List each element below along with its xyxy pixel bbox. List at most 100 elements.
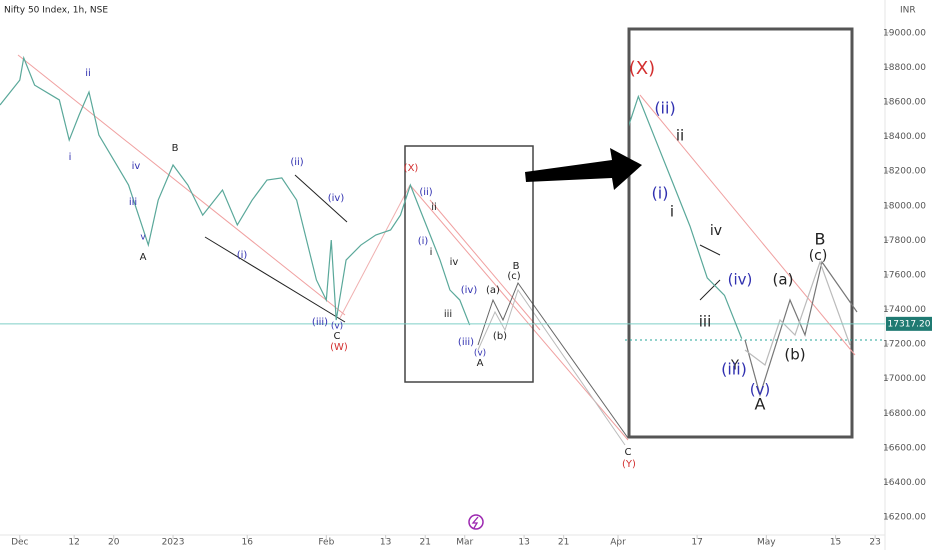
wave-label: A	[755, 395, 766, 414]
wave-label: iii	[699, 313, 712, 331]
wave-label: i	[69, 152, 72, 163]
channel-line	[17, 54, 346, 316]
y-tick-label: 18200.00	[883, 167, 926, 177]
wave-label: C	[334, 331, 341, 342]
wave-label: ii	[676, 127, 684, 145]
y-tick-label: 16800.00	[883, 409, 926, 419]
wave-label: (v)	[474, 349, 486, 359]
wave-label: (iii)	[721, 360, 747, 379]
wave-label: (iii)	[458, 337, 474, 348]
wave-label: iii	[444, 309, 452, 320]
wave-label: B	[815, 230, 826, 249]
unit-label: INR	[900, 6, 916, 16]
wave-label: C	[625, 447, 632, 458]
logo-icon	[468, 514, 484, 530]
x-tick-label: Apr	[610, 538, 626, 548]
trend-line	[204, 236, 346, 323]
wave-label: (c)	[507, 271, 520, 282]
wave-label: v	[140, 233, 146, 243]
trend-line	[294, 174, 348, 223]
inset-clip-group	[0, 0, 742, 339]
wave-label: (i)	[237, 250, 248, 261]
wave-label: A	[140, 252, 147, 263]
wave-label: iv	[710, 223, 722, 239]
price-line	[0, 0, 742, 339]
channel-line	[639, 94, 856, 356]
wave-label: B	[172, 143, 179, 154]
wave-label: B	[513, 261, 520, 272]
price-line	[0, 55, 471, 326]
zoom-box	[404, 145, 534, 383]
wave-label: (iv)	[328, 193, 345, 204]
y-tick-label: 16200.00	[883, 513, 926, 523]
wave-label: i	[430, 247, 433, 258]
wave-label: (a)	[773, 271, 794, 289]
wave-label: (X)	[404, 163, 419, 174]
x-tick-label: 17	[691, 538, 702, 548]
y-tick-label: 17000.00	[883, 374, 926, 384]
y-tick-label: 17400.00	[883, 305, 926, 315]
wave-label: (W)	[330, 342, 348, 353]
trend-line	[699, 279, 721, 301]
y-tick-label: 16400.00	[883, 478, 926, 488]
y-tick-label: 18000.00	[883, 201, 926, 211]
y-tick-label: 18400.00	[883, 132, 926, 142]
wave-label: (iii)	[312, 317, 328, 328]
trend-line	[699, 244, 721, 256]
projection-zigzag	[477, 288, 626, 446]
y-tick-label: 17600.00	[883, 270, 926, 280]
y-tick-label: 19000.00	[883, 28, 926, 38]
projection-zigzag	[744, 260, 858, 398]
x-tick-label: 2023	[162, 538, 185, 548]
wave-label: (i)	[418, 236, 429, 247]
logo-bolt	[471, 516, 479, 529]
inset-box	[627, 27, 854, 439]
y-tick-label: 18600.00	[883, 98, 926, 108]
wave-label: (ii)	[419, 187, 432, 198]
last-price-label: 17317.20	[888, 319, 931, 329]
wave-label: (X)	[629, 58, 655, 79]
x-tick-label: May	[757, 538, 776, 548]
wave-label: (v)	[331, 322, 343, 332]
wave-label: (iv)	[461, 285, 478, 296]
channel-line	[429, 199, 541, 331]
wave-label: (Y)	[622, 459, 636, 470]
inset	[0, 0, 742, 339]
projection-zigzag	[477, 281, 629, 439]
wave-label: iii	[129, 197, 137, 208]
wave-label: iv	[132, 161, 141, 172]
x-tick-label: 20	[108, 538, 120, 548]
wave-label: (b)	[784, 346, 805, 364]
wave-label: (i)	[652, 184, 669, 203]
wave-label: (ii)	[290, 157, 303, 168]
wave-label: (c)	[809, 248, 828, 264]
y-tick-label: 18800.00	[883, 63, 926, 73]
wave-label: ii	[431, 202, 437, 213]
x-tick-label: Feb	[318, 538, 334, 548]
x-tick-label: 21	[419, 538, 430, 548]
wave-label: i	[670, 203, 674, 221]
wave-label: ii	[85, 68, 91, 79]
wave-label: (ii)	[654, 99, 675, 118]
wave-label: (a)	[486, 285, 500, 296]
wave-label: (iv)	[728, 271, 753, 289]
projection-zigzag	[744, 260, 851, 366]
x-tick-label: 23	[869, 538, 880, 548]
last-price-box	[886, 316, 932, 331]
y-tick-label: 17800.00	[883, 236, 926, 246]
channel-line	[339, 184, 411, 319]
main-layer	[0, 32, 889, 539]
wave-label: iv	[450, 257, 459, 268]
wave-label: Y	[730, 359, 739, 374]
chart-title: Nifty 50 Index, 1h, NSE	[4, 6, 108, 16]
x-tick-label: Dec	[11, 538, 28, 548]
drawings	[17, 27, 885, 530]
x-tick-label: 15	[830, 538, 841, 548]
y-tick-label: 17200.00	[883, 340, 926, 350]
labels: 19000.00 18800.00 18600.00 18400.00 18200.00…	[11, 28, 932, 548]
x-tick-label: 12	[68, 538, 79, 548]
x-tick-label: 13	[518, 538, 529, 548]
x-tick-label: 13	[380, 538, 391, 548]
